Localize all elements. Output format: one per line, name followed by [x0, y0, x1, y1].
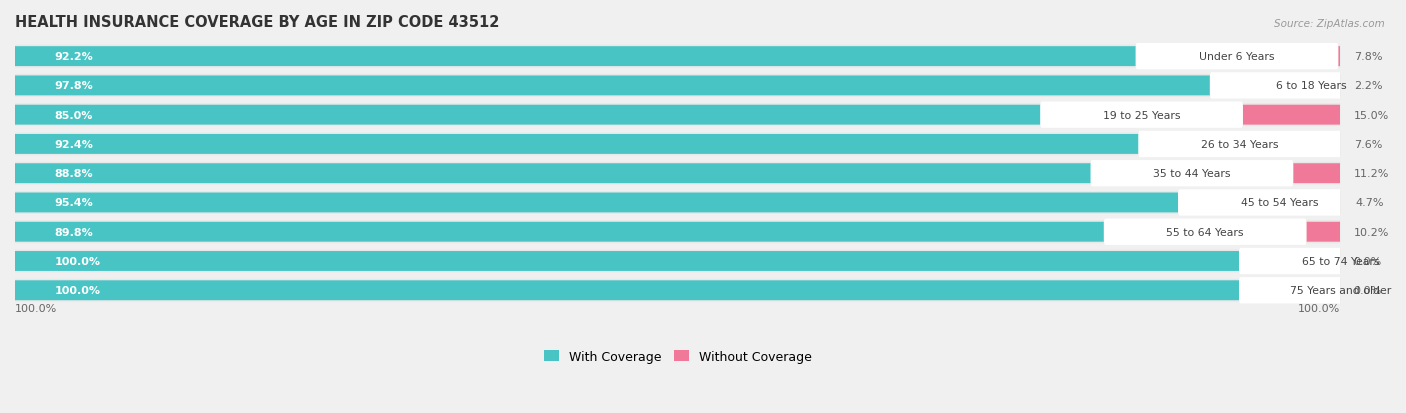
FancyBboxPatch shape — [1312, 76, 1340, 96]
FancyBboxPatch shape — [1205, 222, 1340, 242]
FancyBboxPatch shape — [15, 162, 1340, 185]
Text: Source: ZipAtlas.com: Source: ZipAtlas.com — [1274, 19, 1385, 28]
FancyBboxPatch shape — [15, 45, 1340, 69]
Text: 55 to 64 Years: 55 to 64 Years — [1167, 227, 1244, 237]
FancyBboxPatch shape — [1040, 102, 1243, 128]
FancyBboxPatch shape — [15, 135, 1240, 154]
Text: 2.2%: 2.2% — [1354, 81, 1382, 91]
FancyBboxPatch shape — [1240, 135, 1340, 154]
FancyBboxPatch shape — [1239, 248, 1406, 275]
Text: 92.2%: 92.2% — [55, 52, 94, 62]
FancyBboxPatch shape — [15, 164, 1192, 184]
FancyBboxPatch shape — [15, 252, 1340, 271]
Text: 15.0%: 15.0% — [1354, 110, 1389, 120]
FancyBboxPatch shape — [1139, 131, 1341, 158]
FancyBboxPatch shape — [15, 280, 1340, 301]
FancyBboxPatch shape — [15, 222, 1205, 242]
FancyBboxPatch shape — [1091, 161, 1294, 187]
FancyBboxPatch shape — [15, 192, 1340, 214]
Text: 75 Years and older: 75 Years and older — [1289, 285, 1391, 296]
Legend: With Coverage, Without Coverage: With Coverage, Without Coverage — [544, 350, 811, 363]
FancyBboxPatch shape — [15, 47, 1237, 67]
FancyBboxPatch shape — [1239, 278, 1406, 304]
FancyBboxPatch shape — [1142, 105, 1340, 125]
Text: 100.0%: 100.0% — [1298, 304, 1340, 313]
Text: 100.0%: 100.0% — [55, 256, 101, 266]
FancyBboxPatch shape — [1237, 47, 1340, 67]
FancyBboxPatch shape — [15, 104, 1340, 127]
FancyBboxPatch shape — [1192, 164, 1340, 184]
Text: 26 to 34 Years: 26 to 34 Years — [1201, 140, 1278, 150]
FancyBboxPatch shape — [15, 133, 1340, 156]
Text: 35 to 44 Years: 35 to 44 Years — [1153, 169, 1230, 179]
Text: 88.8%: 88.8% — [55, 169, 93, 179]
FancyBboxPatch shape — [15, 279, 1340, 302]
Text: HEALTH INSURANCE COVERAGE BY AGE IN ZIP CODE 43512: HEALTH INSURANCE COVERAGE BY AGE IN ZIP … — [15, 15, 499, 30]
Text: 97.8%: 97.8% — [55, 81, 94, 91]
Text: 7.6%: 7.6% — [1354, 140, 1382, 150]
FancyBboxPatch shape — [15, 250, 1340, 273]
FancyBboxPatch shape — [1136, 44, 1339, 70]
Text: 10.2%: 10.2% — [1354, 227, 1389, 237]
Text: 7.8%: 7.8% — [1354, 52, 1382, 62]
Text: 4.7%: 4.7% — [1355, 198, 1384, 208]
Text: 65 to 74 Years: 65 to 74 Years — [1302, 256, 1379, 266]
Text: 0.0%: 0.0% — [1354, 285, 1382, 296]
FancyBboxPatch shape — [15, 221, 1340, 244]
Text: 85.0%: 85.0% — [55, 110, 93, 120]
Text: 19 to 25 Years: 19 to 25 Years — [1102, 110, 1180, 120]
FancyBboxPatch shape — [15, 105, 1142, 125]
Text: 95.4%: 95.4% — [55, 198, 94, 208]
Text: 45 to 54 Years: 45 to 54 Years — [1240, 198, 1319, 208]
FancyBboxPatch shape — [1178, 190, 1381, 216]
Text: 89.8%: 89.8% — [55, 227, 94, 237]
FancyBboxPatch shape — [1104, 219, 1306, 245]
FancyBboxPatch shape — [15, 76, 1312, 96]
Text: 6 to 18 Years: 6 to 18 Years — [1275, 81, 1347, 91]
Text: 0.0%: 0.0% — [1354, 256, 1382, 266]
Text: 11.2%: 11.2% — [1354, 169, 1389, 179]
FancyBboxPatch shape — [15, 193, 1279, 213]
FancyBboxPatch shape — [15, 75, 1340, 97]
FancyBboxPatch shape — [1209, 73, 1406, 100]
Text: 100.0%: 100.0% — [55, 285, 101, 296]
Text: 100.0%: 100.0% — [15, 304, 58, 313]
Text: 92.4%: 92.4% — [55, 140, 94, 150]
Text: Under 6 Years: Under 6 Years — [1199, 52, 1275, 62]
FancyBboxPatch shape — [1279, 193, 1341, 213]
